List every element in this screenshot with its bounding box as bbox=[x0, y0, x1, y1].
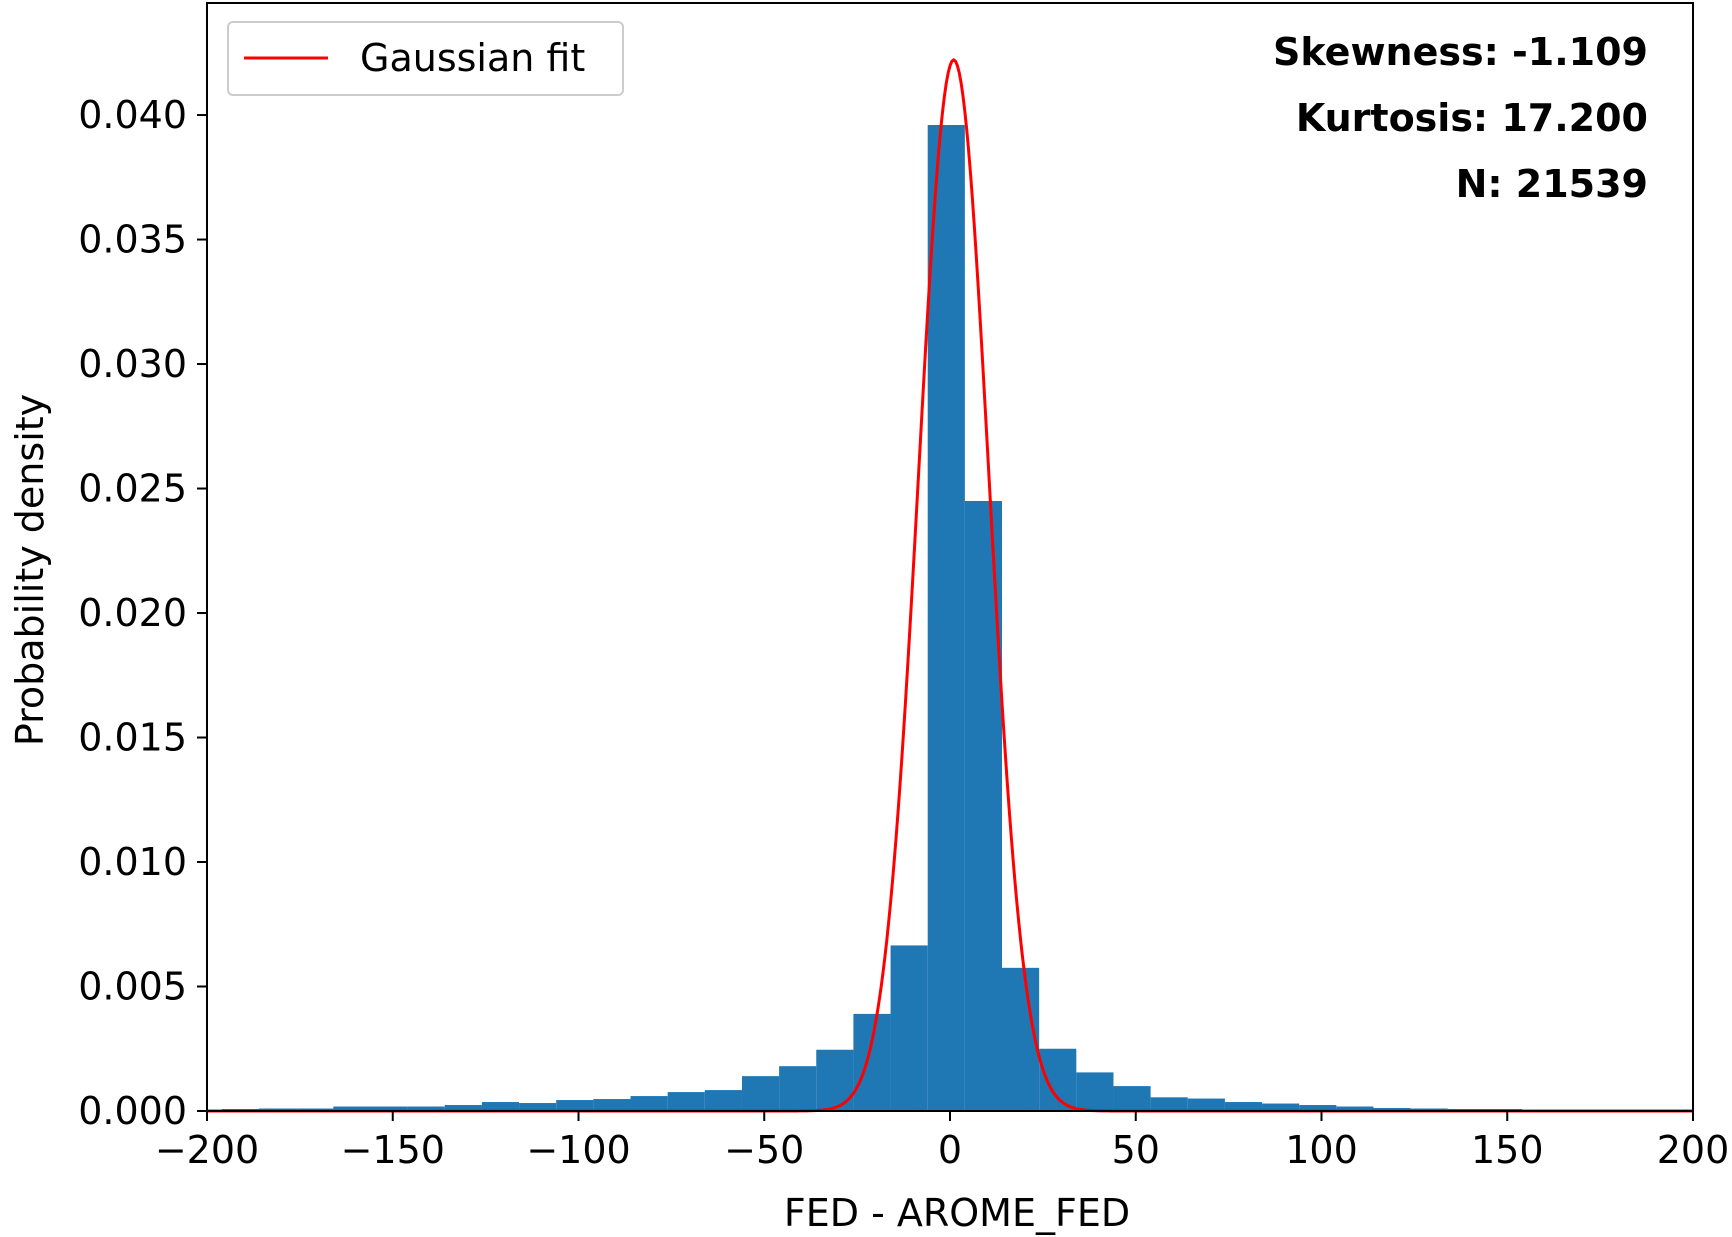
histogram-bar bbox=[1336, 1106, 1374, 1111]
histogram-bar bbox=[444, 1105, 482, 1111]
y-tick-label: 0.020 bbox=[78, 591, 187, 635]
y-tick-label: 0.025 bbox=[78, 467, 187, 511]
histogram-bar bbox=[481, 1102, 520, 1111]
histogram-bar bbox=[1002, 967, 1040, 1111]
stats-annotations: Skewness: -1.109 Kurtosis: 17.200 N: 215… bbox=[1273, 30, 1648, 206]
x-tick-label: 150 bbox=[1471, 1128, 1544, 1172]
kurtosis-annotation: Kurtosis: 17.200 bbox=[1296, 96, 1648, 140]
histogram-bar bbox=[704, 1090, 742, 1111]
y-tick-label: 0.015 bbox=[78, 716, 187, 760]
histogram-bar bbox=[407, 1106, 445, 1111]
histogram-bar bbox=[333, 1106, 371, 1111]
histogram-bar bbox=[1299, 1105, 1337, 1111]
y-axis-ticks: 0.000 0.005 0.010 0.015 0.020 0.025 0.030 0.035… bbox=[78, 93, 207, 1133]
histogram-bar bbox=[779, 1066, 817, 1111]
histogram-bar bbox=[1150, 1097, 1188, 1111]
legend-box bbox=[227, 21, 624, 96]
sample-count-annotation: N: 21539 bbox=[1456, 162, 1648, 206]
histogram-bar bbox=[741, 1076, 780, 1111]
histogram-bar bbox=[927, 125, 965, 1111]
y-tick-label: 0.030 bbox=[78, 342, 187, 386]
x-tick-label: −150 bbox=[341, 1128, 445, 1172]
histogram-bar bbox=[890, 945, 928, 1111]
histogram-bar bbox=[630, 1096, 668, 1111]
histogram-bar bbox=[370, 1106, 408, 1111]
x-axis-label: FED - AROME_FED bbox=[784, 1191, 1130, 1235]
histogram-bar bbox=[556, 1100, 594, 1111]
y-tick-label: 0.010 bbox=[78, 840, 187, 884]
y-tick-label: 0.005 bbox=[78, 965, 187, 1009]
y-tick-label: 0.035 bbox=[78, 218, 187, 262]
histogram-bar bbox=[593, 1099, 631, 1111]
y-axis-label: Probability density bbox=[8, 394, 52, 746]
histogram-bar bbox=[1039, 1048, 1077, 1111]
x-tick-label: 200 bbox=[1657, 1128, 1730, 1172]
legend: Gaussian fit bbox=[227, 21, 624, 96]
skewness-annotation: Skewness: -1.109 bbox=[1273, 30, 1648, 74]
y-tick-label: 0.040 bbox=[78, 93, 187, 137]
legend-label-gaussian-fit: Gaussian fit bbox=[360, 36, 585, 80]
histogram-bar bbox=[1113, 1086, 1151, 1111]
x-tick-label: 50 bbox=[1112, 1128, 1160, 1172]
histogram-bar bbox=[1224, 1102, 1263, 1111]
histogram-bar bbox=[1076, 1072, 1114, 1111]
histogram-bars bbox=[207, 125, 1693, 1111]
x-tick-label: 100 bbox=[1285, 1128, 1358, 1172]
histogram-bar bbox=[1262, 1103, 1300, 1111]
x-tick-label: −100 bbox=[526, 1128, 630, 1172]
histogram-bar bbox=[1187, 1098, 1225, 1111]
x-tick-label: −50 bbox=[724, 1128, 804, 1172]
x-axis-ticks: −200 −150 −100 −50 0 50 100 150 200 bbox=[155, 1111, 1729, 1172]
y-tick-label: 0.000 bbox=[78, 1089, 187, 1133]
histogram-bar bbox=[853, 1013, 891, 1111]
x-tick-label: 0 bbox=[938, 1128, 962, 1172]
x-tick-label: −200 bbox=[155, 1128, 259, 1172]
histogram-bar bbox=[667, 1092, 705, 1111]
histogram-bar bbox=[519, 1103, 557, 1111]
